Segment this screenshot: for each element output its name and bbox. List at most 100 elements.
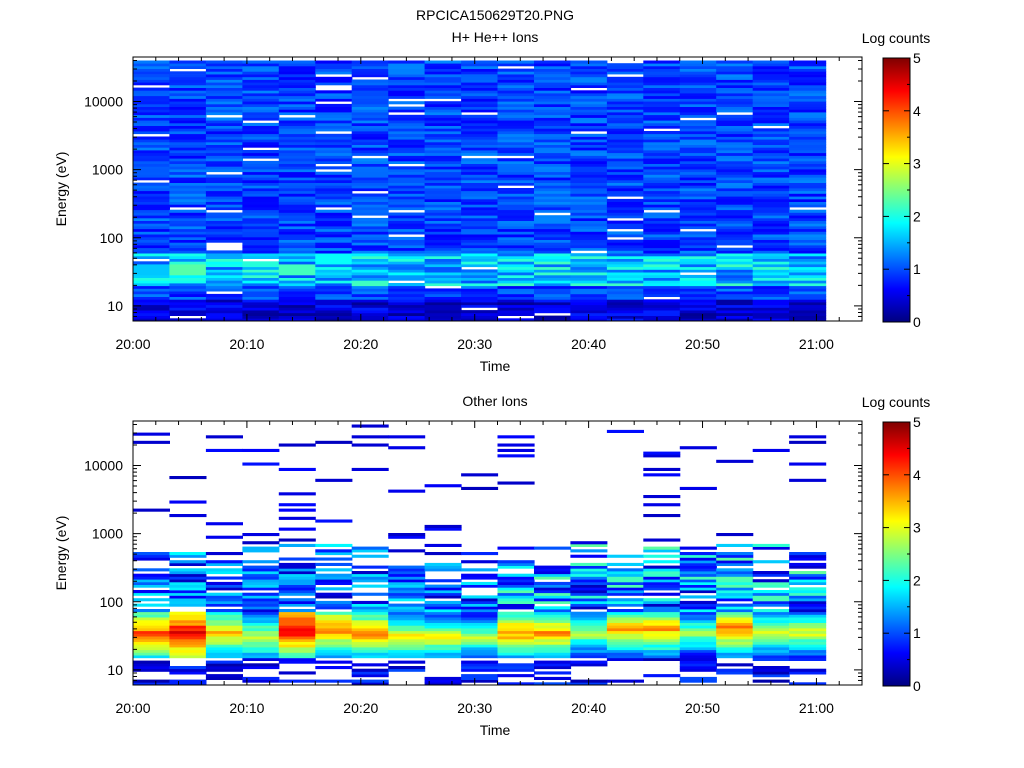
heatmap-cell [315,79,353,83]
heatmap-cell [752,448,790,452]
heatmap-cell [534,546,572,550]
heatmap-cell [461,638,499,642]
heatmap-cell [315,136,353,140]
heatmap-cell [570,245,608,249]
heatmap-cell [351,147,389,151]
heatmap-cell [789,98,827,102]
heatmap-cell [133,204,170,208]
heatmap-cell [716,63,754,67]
heatmap-cell [242,630,280,634]
heatmap-cell [205,625,243,629]
heatmap-cell [205,133,243,137]
heatmap-cell [278,169,316,173]
heatmap-cell [570,71,608,75]
heatmap-cell [643,649,681,653]
heatmap-cell [315,277,353,281]
heatmap-cell [351,296,389,300]
heatmap-cell [351,136,389,140]
heatmap-cell [752,231,790,235]
y-tick-label: 1000 [92,162,123,178]
heatmap-cell [133,236,170,240]
heatmap-cell [424,163,462,167]
heatmap-cell [789,261,827,265]
heatmap-cell [679,152,717,156]
heatmap-cell [716,147,754,151]
heatmap-cell [424,649,462,653]
heatmap-cell [461,76,499,80]
heatmap-cell [388,302,426,306]
heatmap-cell [679,82,717,86]
heatmap-cell [679,250,717,254]
heatmap-cell [461,603,499,607]
heatmap-cell [716,272,754,276]
heatmap-cell [789,603,827,607]
heatmap-cell [606,117,644,121]
heatmap-cell [461,676,499,680]
heatmap-cell [570,228,608,232]
heatmap-cell [789,671,827,675]
heatmap-cell [242,576,280,580]
heatmap-cell [534,288,572,292]
heatmap-cell [534,201,572,205]
heatmap-cell [716,269,754,273]
x-tick-label: 21:00 [799,336,834,352]
heatmap-cell [679,174,717,178]
heatmap-cell [752,101,790,105]
heatmap-cell [752,220,790,224]
heatmap-cell [424,568,462,572]
heatmap-cell [242,242,280,246]
heatmap-cell [534,177,572,181]
heatmap-cell [169,638,207,642]
heatmap-cell [789,171,827,175]
heatmap-cell [643,147,681,151]
heatmap-cell [716,628,754,632]
heatmap-cell [461,255,499,259]
heatmap-cell [169,79,207,83]
heatmap-cell [315,666,353,670]
heatmap-cell [278,158,316,162]
heatmap-cell [679,310,717,314]
heatmap-cell [388,245,426,249]
heatmap-cell [570,106,608,110]
heatmap-cell [752,310,790,314]
heatmap-cell [388,68,426,72]
heatmap-cell [205,144,243,148]
heatmap-cell [351,307,389,311]
heatmap-cell [388,150,426,154]
heatmap-cell [534,152,572,156]
heatmap-cell [242,220,280,224]
heatmap-cell [716,201,754,205]
heatmap-cell [133,315,170,319]
heatmap-cell [242,641,280,645]
heatmap-cell [242,231,280,235]
x-tick-label: 20:30 [457,336,492,352]
heatmap-cell [497,266,535,270]
heatmap-cell [716,76,754,80]
heatmap-cell [534,576,572,580]
heatmap-cell [133,679,170,683]
heatmap-cell [351,239,389,243]
heatmap-cell [169,228,207,232]
heatmap-cell [133,288,170,292]
heatmap-cell [133,74,170,78]
heatmap-cell [752,245,790,249]
heatmap-cell [716,68,754,72]
heatmap-cell [570,280,608,284]
heatmap-cell [570,587,608,591]
x-tick-label: 20:30 [457,700,492,716]
heatmap-cell [242,150,280,154]
heatmap-cell [643,310,681,314]
heatmap-cell [534,193,572,197]
heatmap-cell [133,568,170,572]
heatmap-cell [169,245,207,249]
heatmap-cell [752,160,790,164]
heatmap-cell [606,638,644,642]
heatmap-cell [606,245,644,249]
heatmap-cell [716,231,754,235]
heatmap-cell [497,291,535,295]
heatmap-cell [497,255,535,259]
heatmap-cell [643,628,681,632]
heatmap-cell [606,310,644,314]
heatmap-cell [351,65,389,69]
heatmap-cell [169,630,207,634]
